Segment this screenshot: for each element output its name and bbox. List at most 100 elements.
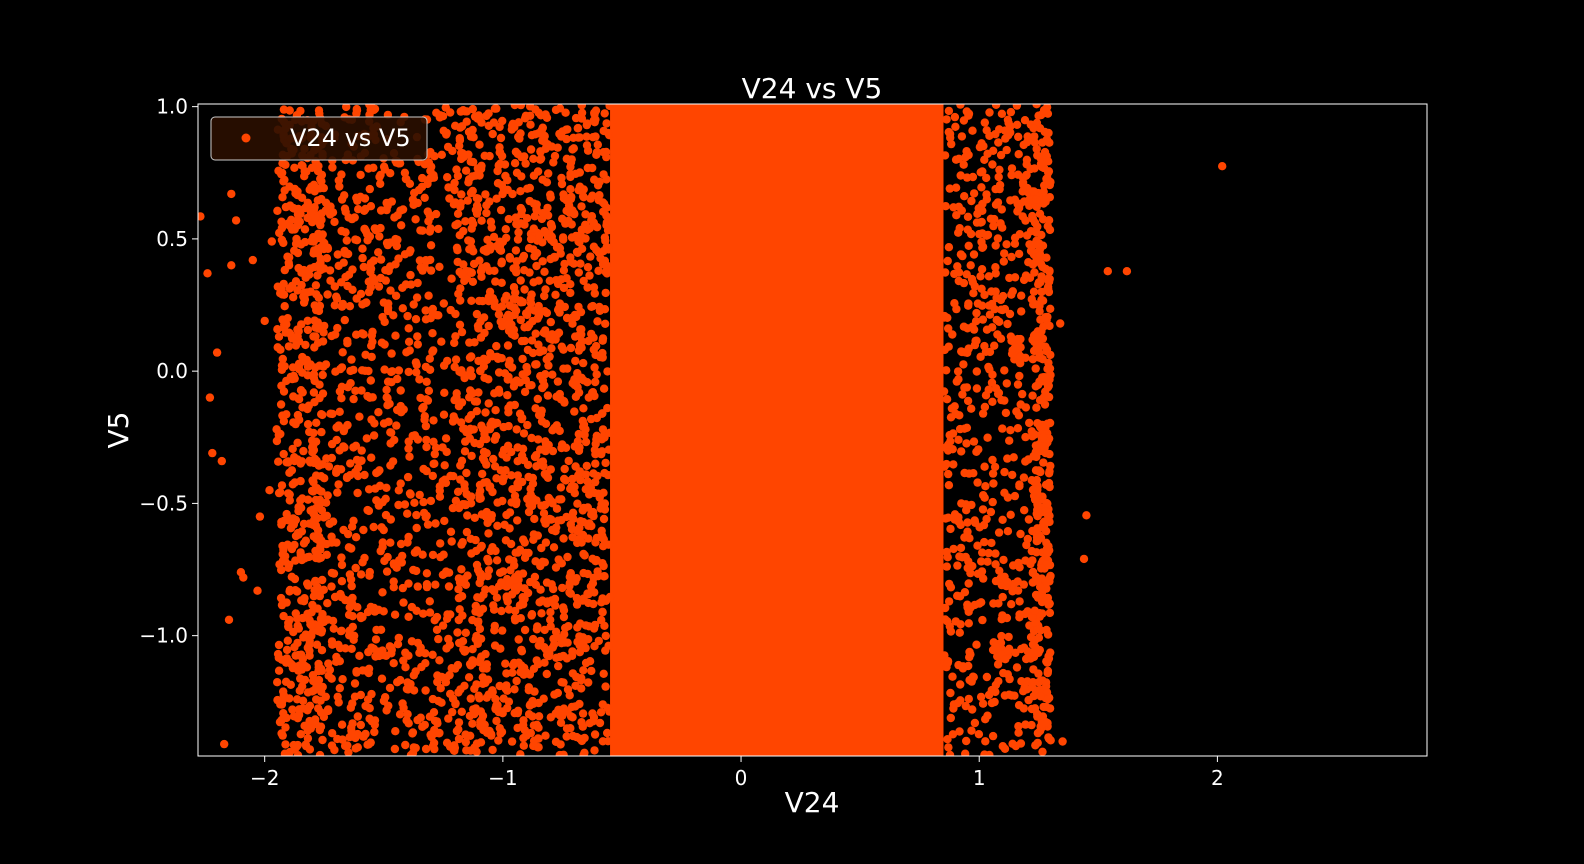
- scatter-point: [416, 263, 425, 272]
- scatter-point: [1013, 170, 1023, 179]
- scatter-point: [960, 533, 969, 542]
- scatter-point: [285, 328, 294, 338]
- scatter-point: [274, 457, 283, 466]
- scatter-point: [593, 140, 602, 149]
- scatter-point: [519, 670, 528, 679]
- scatter-point: [390, 744, 400, 754]
- scatter-point: [1019, 704, 1028, 713]
- scatter-point: [352, 236, 362, 245]
- scatter-point: [541, 731, 550, 740]
- scatter-point: [995, 317, 1004, 326]
- scatter-point: [303, 643, 312, 652]
- scatter-point: [542, 469, 551, 478]
- scatter-point: [496, 246, 506, 255]
- scatter-point: [947, 404, 957, 413]
- scatter-point: [505, 578, 514, 587]
- scatter-point: [550, 252, 559, 262]
- scatter-point: [953, 591, 962, 600]
- scatter-point: [498, 496, 507, 506]
- scatter-point: [1043, 599, 1053, 608]
- scatter-point: [1038, 241, 1048, 250]
- scatter-point: [309, 440, 318, 449]
- scatter-point: [468, 277, 478, 286]
- scatter-point: [1028, 214, 1038, 224]
- scatter-point: [489, 454, 498, 464]
- scatter-point: [466, 694, 475, 703]
- scatter-point: [517, 647, 527, 656]
- scatter-point: [973, 299, 983, 308]
- scatter-point: [1017, 307, 1026, 316]
- scatter-point: [461, 628, 470, 637]
- scatter-point: [494, 385, 504, 394]
- scatter-point: [583, 283, 592, 292]
- scatter-point: [337, 394, 346, 403]
- scatter-point: [1001, 134, 1010, 143]
- scatter-point: [1000, 572, 1009, 581]
- scatter-point: [276, 593, 286, 603]
- scatter-point: [492, 716, 501, 726]
- scatter-point: [1039, 432, 1048, 441]
- scatter-point: [421, 256, 431, 265]
- scatter-point: [429, 171, 438, 180]
- scatter-point: [1036, 277, 1045, 287]
- scatter-point: [973, 569, 983, 578]
- scatter-point: [333, 250, 342, 259]
- scatter-point: [328, 409, 337, 419]
- scatter-point: [344, 610, 354, 619]
- scatter-point: [954, 202, 963, 211]
- scatter-point: [1043, 499, 1052, 508]
- scatter-point: [557, 636, 566, 645]
- scatter-point: [482, 208, 491, 218]
- scatter-point: [1008, 470, 1017, 480]
- scatter-point: [248, 255, 257, 265]
- scatter-point: [554, 555, 563, 564]
- scatter-point: [518, 444, 528, 453]
- scatter-point: [590, 289, 599, 298]
- scatter-point: [473, 204, 483, 214]
- scatter-point: [974, 730, 984, 739]
- scatter-point: [469, 247, 478, 256]
- scatter-point: [576, 619, 585, 628]
- scatter-point: [387, 349, 396, 358]
- scatter-point: [345, 603, 354, 612]
- scatter-point: [386, 461, 395, 470]
- scatter-point: [1000, 249, 1009, 258]
- scatter-point: [964, 619, 973, 628]
- scatter-point: [444, 582, 454, 591]
- scatter-point: [437, 150, 446, 159]
- scatter-point: [1039, 442, 1048, 451]
- scatter-point: [356, 170, 365, 180]
- scatter-point: [525, 670, 535, 679]
- scatter-point: [972, 308, 981, 318]
- scatter-point: [339, 426, 348, 436]
- scatter-point: [468, 719, 477, 728]
- scatter-point: [393, 235, 402, 244]
- scatter-point: [994, 677, 1003, 686]
- scatter-point: [352, 193, 361, 202]
- scatter-point: [306, 458, 315, 467]
- scatter-point: [305, 651, 314, 660]
- scatter-point: [461, 737, 470, 747]
- scatter-point: [358, 253, 367, 263]
- scatter-point: [467, 371, 476, 381]
- scatter-point: [298, 352, 307, 362]
- scatter-point: [352, 455, 362, 465]
- scatter-point: [954, 435, 963, 444]
- scatter-point: [339, 442, 348, 451]
- scatter-point: [455, 134, 464, 143]
- scatter-point: [327, 582, 336, 591]
- scatter-point: [205, 393, 215, 402]
- scatter-point: [553, 516, 563, 525]
- scatter-point: [1027, 683, 1037, 692]
- scatter-point: [370, 277, 379, 286]
- scatter-point: [455, 141, 464, 151]
- scatter-point: [377, 338, 387, 347]
- scatter-point: [1021, 271, 1031, 280]
- scatter-point: [317, 646, 327, 655]
- scatter-point: [992, 293, 1001, 303]
- scatter-point: [387, 378, 396, 387]
- scatter-point: [969, 672, 978, 682]
- scatter-point: [978, 229, 987, 238]
- scatter-point: [976, 352, 985, 361]
- scatter-point: [430, 459, 439, 468]
